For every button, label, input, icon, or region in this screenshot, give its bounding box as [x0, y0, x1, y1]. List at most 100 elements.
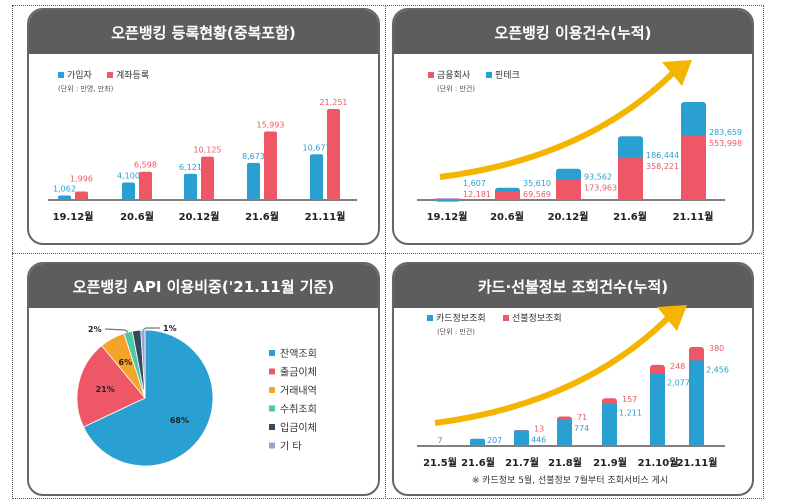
legend-swatch [427, 315, 433, 321]
legend-label: 가입자 [67, 69, 93, 81]
data-label: 1,607 [463, 179, 486, 188]
legend-label: 핀테크 [495, 70, 520, 81]
legend-swatch [269, 424, 275, 430]
pie-slice [140, 329, 146, 399]
data-label: 6,121 [179, 163, 202, 172]
data-label: 8,673 [242, 152, 265, 161]
bar-segment [681, 102, 706, 139]
bar-segment [681, 135, 706, 200]
legend-label: 입금이체 [280, 421, 317, 434]
bar [327, 109, 340, 200]
bar-segment [618, 158, 643, 200]
x-tick-label: 21.11월 [677, 457, 718, 469]
bar-segment [602, 403, 617, 446]
footnote: ※ 카드정보 5월, 선불정보 7월부터 조회서비스 게시 [472, 474, 668, 486]
x-tick-label: 21.11월 [305, 211, 346, 223]
arrow-head-icon [662, 60, 692, 86]
x-tick-label: 21.11월 [673, 211, 714, 223]
bar [139, 171, 152, 200]
bar [58, 195, 71, 200]
x-tick-label: 21.10월 [638, 457, 679, 469]
x-tick-label: 21.6월 [613, 211, 647, 223]
data-label: 71 [577, 413, 587, 422]
data-label: 157 [622, 395, 637, 404]
bar-segment [514, 430, 529, 446]
legend-swatch [58, 72, 64, 78]
legend-label: 카드정보조회 [436, 313, 486, 324]
legend-swatch [269, 387, 275, 393]
x-tick-label: 21.7월 [505, 457, 539, 469]
legend-label: 선불정보조회 [512, 313, 562, 324]
data-label: 10,125 [194, 146, 222, 155]
legend-swatch [107, 72, 113, 78]
data-label: 553,998 [709, 139, 742, 148]
bar-segment [470, 438, 485, 446]
divider [12, 253, 762, 254]
bar [247, 162, 260, 200]
legend-label: 거래내역 [280, 385, 317, 397]
x-tick-label: 20.12월 [179, 211, 220, 223]
x-tick-label: 20.6월 [120, 211, 154, 223]
data-label: 1,996 [70, 174, 93, 183]
legend-swatch [269, 442, 275, 449]
data-label: 2% [88, 325, 102, 334]
x-tick-label: 20.6월 [490, 211, 524, 223]
data-label: 248 [670, 362, 685, 371]
data-label: 173,963 [584, 184, 617, 193]
data-label: 93,562 [584, 173, 612, 182]
data-label: 446 [531, 435, 546, 444]
legend-label: 수취조회 [280, 404, 317, 416]
data-label: 13 [534, 424, 544, 433]
bar-segment [557, 418, 572, 446]
data-label: 1% [163, 324, 177, 333]
data-label: 2,456 [706, 365, 729, 374]
outer-frame [12, 5, 764, 499]
pie-slice [76, 345, 146, 428]
bar-segment [689, 347, 704, 364]
legend-label: 계좌등록 [116, 69, 149, 81]
legend-swatch [503, 315, 509, 321]
legend-swatch [486, 72, 492, 78]
bar-segment [556, 168, 581, 183]
legend-swatch [269, 350, 275, 356]
bar-segment [435, 198, 460, 200]
data-label: 6% [119, 358, 133, 367]
panel-title: 오픈뱅킹 API 이용비중('21.11월 기준) [29, 264, 378, 308]
legend-swatch [269, 368, 275, 375]
leader-line [104, 328, 129, 333]
bar-segment [618, 136, 643, 162]
bar [75, 191, 88, 200]
divider [385, 5, 386, 497]
data-label: 12,181 [463, 190, 491, 199]
data-label: 35,610 [523, 179, 551, 188]
growth-arrow [434, 314, 672, 426]
panel-title: 카드·선불정보 조회건수(누적) [394, 264, 752, 308]
data-label: 4,100 [117, 171, 140, 180]
data-label: 2,077 [667, 378, 690, 387]
bar-segment [556, 179, 581, 200]
legend-swatch [428, 72, 434, 78]
panel-registration: 오픈뱅킹 등록현황(중복포함) [27, 8, 380, 245]
bar [310, 154, 323, 200]
unit-label: (단위 : 만명, 만좌) [58, 84, 114, 93]
x-tick-label: 21.9월 [593, 457, 627, 469]
growth-arrow [439, 69, 677, 180]
pie-slice [82, 329, 214, 467]
leader-line [142, 327, 160, 331]
bar-segment [650, 373, 665, 446]
data-label: 283,659 [709, 128, 742, 137]
arrow-head-icon [657, 305, 687, 331]
legend-swatch [269, 405, 275, 412]
x-tick-label: 21.6월 [245, 211, 279, 223]
data-label: 69,569 [523, 190, 551, 199]
x-tick-label: 19.12월 [427, 211, 468, 223]
data-label: 1,062 [53, 184, 76, 193]
data-label: 15,993 [257, 121, 285, 130]
bar-segment [689, 360, 704, 446]
data-label: 6,598 [134, 161, 157, 170]
bar [122, 182, 135, 200]
legend-label: 기 타 [280, 441, 302, 453]
legend-label: 출금이체 [280, 367, 317, 379]
data-label: 1,211 [619, 409, 642, 418]
